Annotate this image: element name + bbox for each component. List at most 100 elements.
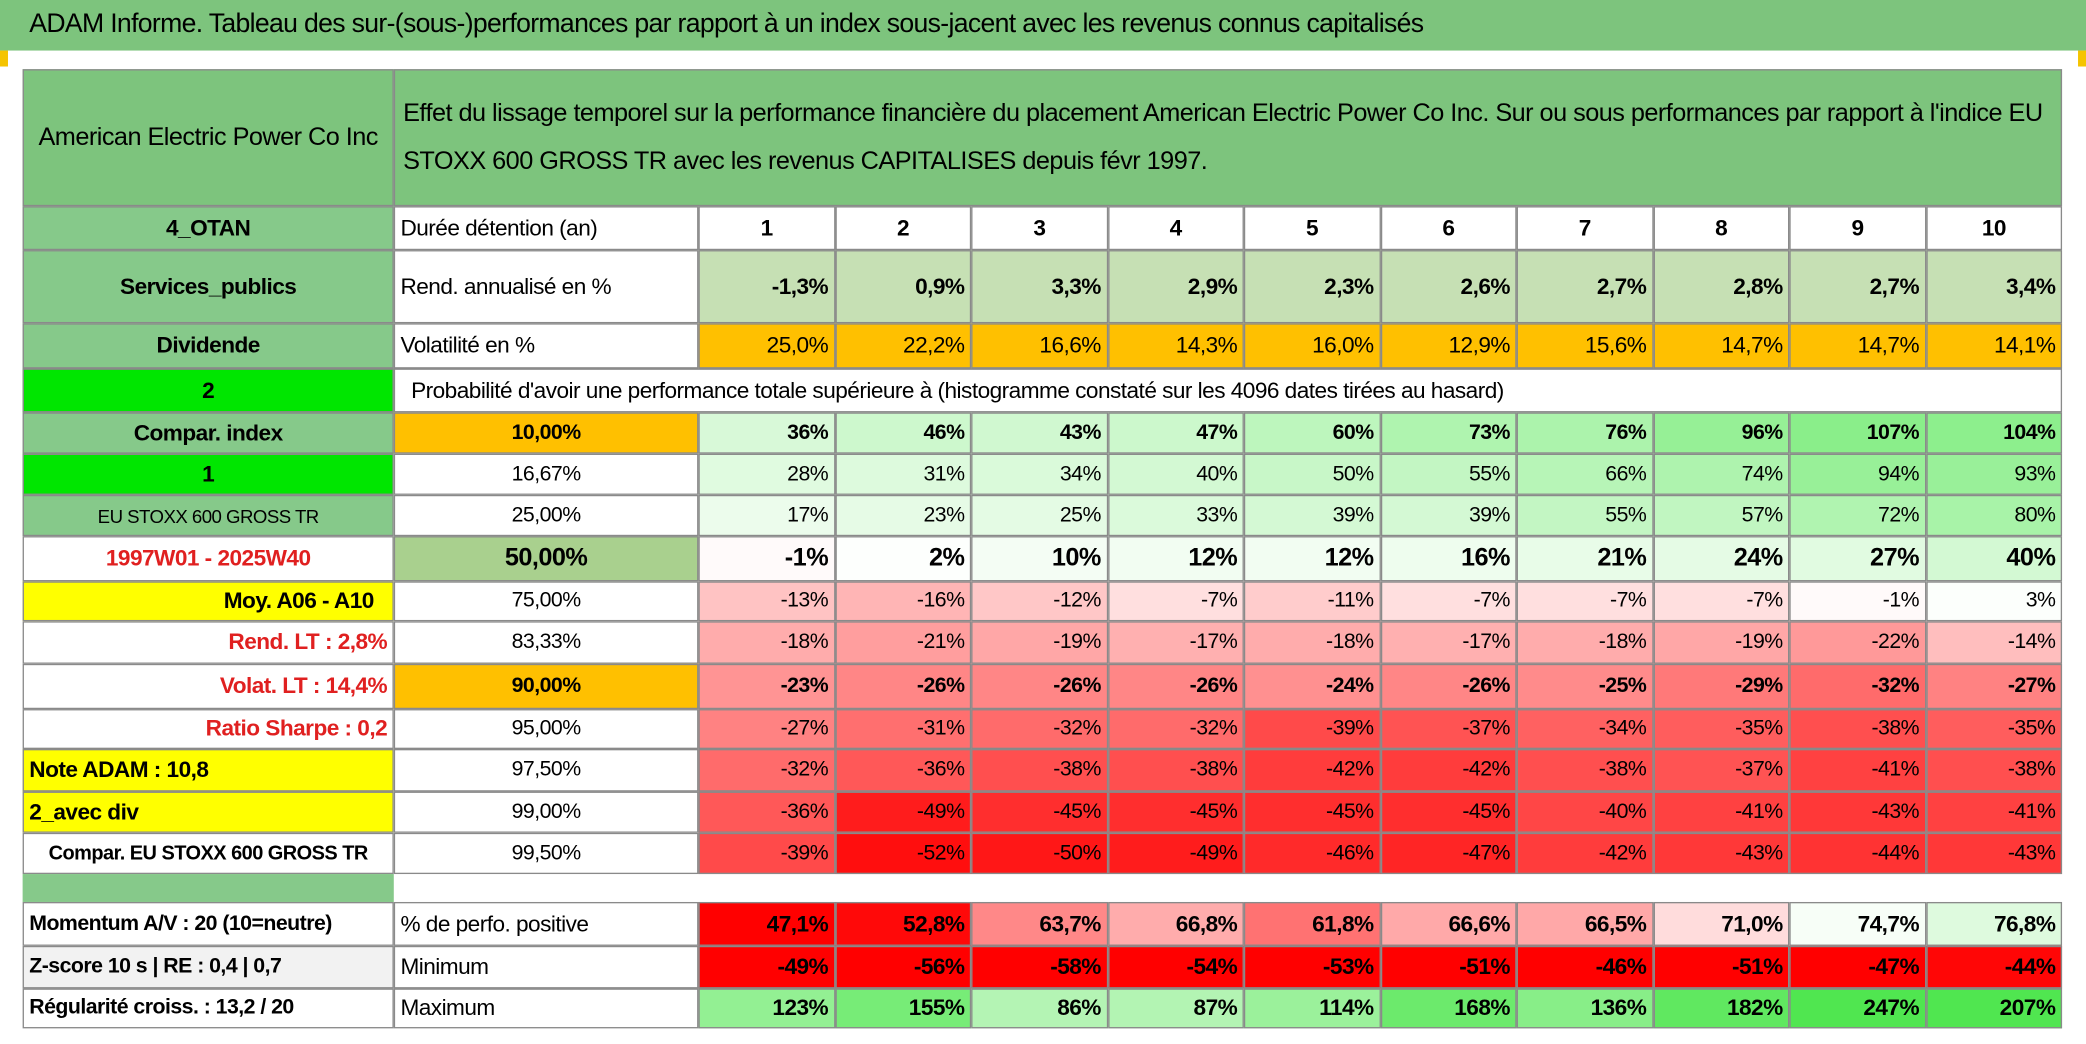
quantile-value: 57%	[1652, 494, 1790, 537]
quantile-value: -1%	[698, 536, 835, 582]
quantile-value: 107%	[1789, 412, 1926, 454]
quantile-value: 27%	[1789, 536, 1926, 582]
summary-value: -51%	[1652, 945, 1790, 989]
quantile-level: 99,50%	[393, 832, 699, 875]
summary-value: 74,7%	[1789, 901, 1926, 946]
summary-value: -49%	[698, 945, 835, 989]
summary-name: Régularité croiss. : 13,2 / 20	[22, 988, 394, 1029]
stat-value: 14,3%	[1107, 323, 1244, 369]
quantile-value: -26%	[834, 663, 972, 710]
stat-value: 15,6%	[1516, 323, 1653, 369]
summary-label: % de perfo. positive	[393, 901, 699, 946]
quantile-level: 25,00%	[393, 494, 699, 537]
quantile-value: 96%	[1652, 412, 1790, 454]
row-label: Compar. EU STOXX 600 GROSS TR	[22, 832, 394, 875]
quantile-value: -38%	[1789, 709, 1926, 749]
quantile-value: -32%	[1789, 663, 1926, 710]
quantile-value: -25%	[1516, 663, 1653, 710]
quantile-value: -17%	[1107, 621, 1244, 664]
corner	[2078, 50, 2086, 67]
quantile-value: -12%	[971, 581, 1108, 622]
stat-value: 3,4%	[1925, 250, 2063, 324]
quantile-value: 39%	[1380, 494, 1517, 537]
quantile-value: 12%	[1107, 536, 1244, 582]
summary-value: -54%	[1107, 945, 1244, 989]
quantile-level: 10,00%	[393, 412, 699, 454]
summary-value: 168%	[1380, 988, 1517, 1029]
quantile-value: 50%	[1243, 453, 1381, 495]
row-label: Moy. A06 - A10	[22, 581, 394, 622]
summary-value: -46%	[1516, 945, 1653, 989]
summary-value: 52,8%	[834, 901, 972, 946]
quantile-value: -47%	[1380, 832, 1517, 875]
quantile-value: 31%	[834, 453, 972, 495]
summary-value: 123%	[698, 988, 835, 1029]
stat-value: 14,7%	[1652, 323, 1790, 369]
quantile-value: -27%	[1925, 663, 2063, 710]
quantile-value: -39%	[1243, 709, 1381, 749]
quantile-value: 34%	[971, 453, 1108, 495]
quantile-value: -23%	[698, 663, 835, 710]
quantile-value: -7%	[1652, 581, 1790, 622]
quantile-value: -32%	[971, 709, 1108, 749]
quantile-value: -44%	[1789, 832, 1926, 875]
quantile-value: -7%	[1516, 581, 1653, 622]
quantile-value: -14%	[1925, 621, 2063, 664]
quantile-value: 74%	[1652, 453, 1790, 495]
stat-value: 16,6%	[971, 323, 1108, 369]
year-header: 9	[1789, 206, 1926, 251]
summary-value: 247%	[1789, 988, 1926, 1029]
instrument-name: American Electric Power Co Inc	[22, 69, 394, 207]
summary-value: 114%	[1243, 988, 1381, 1029]
quantile-value: 24%	[1652, 536, 1790, 582]
quantile-level: 83,33%	[393, 621, 699, 664]
quantile-value: -40%	[1516, 791, 1653, 833]
quantile-value: -18%	[1243, 621, 1381, 664]
quantile-value: -35%	[1925, 709, 2063, 749]
quantile-value: 80%	[1925, 494, 2063, 537]
year-header: 8	[1652, 206, 1790, 251]
quantile-level: 16,67%	[393, 453, 699, 495]
quantile-value: 12%	[1243, 536, 1381, 582]
quantile-value: -52%	[834, 832, 972, 875]
row-label: Services_publics	[22, 250, 394, 324]
quantile-value: -26%	[1107, 663, 1244, 710]
summary-value: -47%	[1789, 945, 1926, 989]
quantile-level: 95,00%	[393, 709, 699, 749]
quantile-value: 21%	[1516, 536, 1653, 582]
quantile-value: 17%	[698, 494, 835, 537]
stat-value: 22,2%	[834, 323, 972, 369]
quantile-value: 104%	[1925, 412, 2063, 454]
quantile-value: -36%	[834, 748, 972, 792]
title-bar: ADAM Informe. Tableau des sur-(sous-)per…	[0, 0, 2086, 51]
row-label: Compar. index	[22, 412, 394, 454]
quantile-value: -17%	[1380, 621, 1517, 664]
quantile-value: -43%	[1652, 832, 1790, 875]
quantile-value: -24%	[1243, 663, 1381, 710]
quantile-value: 93%	[1925, 453, 2063, 495]
row-label: 1	[22, 453, 394, 495]
quantile-value: 10%	[971, 536, 1108, 582]
quantile-value: 60%	[1243, 412, 1381, 454]
quantile-value: -41%	[1652, 791, 1790, 833]
quantile-value: -7%	[1107, 581, 1244, 622]
quantile-value: 55%	[1380, 453, 1517, 495]
quantile-level: 50,00%	[393, 536, 699, 582]
stat-value: 2,7%	[1789, 250, 1926, 324]
stat-value: 14,1%	[1925, 323, 2063, 369]
quantile-value: -7%	[1380, 581, 1517, 622]
stat-value: 3,3%	[971, 250, 1108, 324]
quantile-value: -35%	[1652, 709, 1790, 749]
quantile-value: -38%	[1925, 748, 2063, 792]
quantile-value: 47%	[1107, 412, 1244, 454]
quantile-level: 75,00%	[393, 581, 699, 622]
quantile-value: -39%	[698, 832, 835, 875]
summary-value: 182%	[1652, 988, 1790, 1029]
quantile-value: 3%	[1925, 581, 2063, 622]
stat-value: 0,9%	[834, 250, 972, 324]
quantile-value: 2%	[834, 536, 972, 582]
quantile-value: -49%	[1107, 832, 1244, 875]
quantile-value: 94%	[1789, 453, 1926, 495]
quantile-value: -29%	[1652, 663, 1790, 710]
summary-value: -56%	[834, 945, 972, 989]
